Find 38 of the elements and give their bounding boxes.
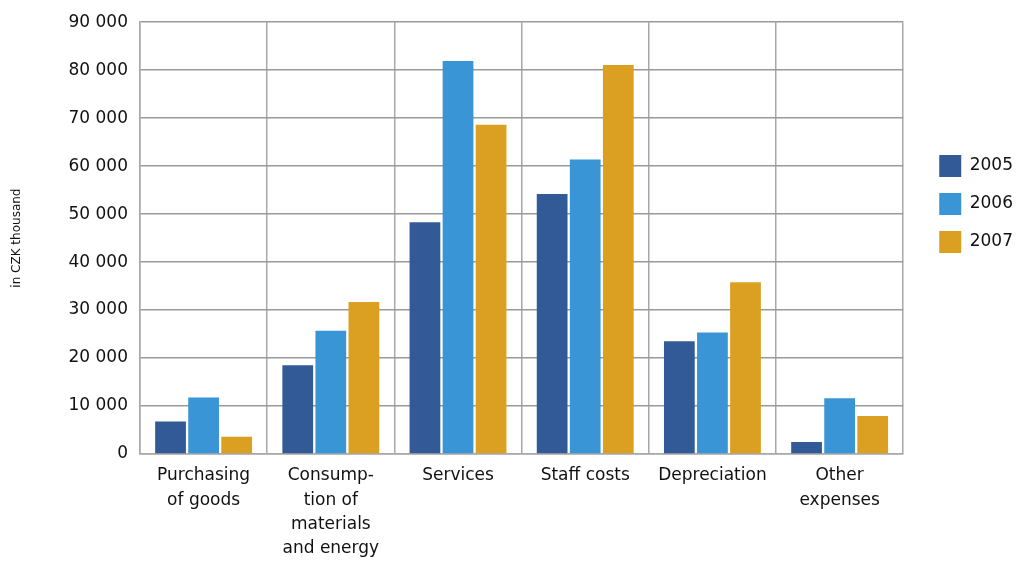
bar [730, 282, 761, 454]
x-tick-label: Depreciation [658, 464, 767, 485]
y-tick-label: 30 000 [68, 298, 128, 319]
y-tick-label: 40 000 [68, 250, 128, 271]
bar [791, 442, 822, 454]
legend-label: 2006 [969, 192, 1013, 213]
bar [824, 398, 856, 454]
bar [282, 365, 314, 454]
bar [697, 332, 728, 454]
bar [221, 436, 253, 454]
x-tick-label: Other expenses [799, 464, 880, 509]
bar [663, 341, 695, 454]
x-tick-label: Purchasing of goods [157, 464, 251, 509]
bar [188, 397, 219, 454]
legend-label: 2005 [969, 154, 1013, 175]
x-tick-label: Services [422, 464, 494, 485]
y-tick-label: 50 000 [68, 202, 128, 223]
bar [409, 222, 441, 454]
y-tick-label: 10 000 [68, 394, 128, 415]
x-tick-label: Staff costs [540, 464, 630, 485]
x-tick-label: Consump- tion of materials and energy [282, 464, 380, 557]
bar [348, 301, 380, 454]
bar [475, 124, 507, 454]
bar [602, 64, 634, 454]
y-tick-label: 20 000 [68, 346, 128, 367]
bar [569, 159, 601, 454]
y-tick-label: 90 000 [68, 10, 128, 31]
y-tick-label: 70 000 [68, 106, 128, 127]
bar [442, 61, 474, 454]
y-tick-label: 80 000 [68, 58, 128, 79]
y-axis-title: in CZK thousand [9, 188, 24, 288]
bar [315, 330, 347, 454]
y-tick-label: 0 [117, 442, 128, 463]
bar [536, 193, 568, 454]
bar [857, 416, 889, 454]
bar [155, 421, 186, 454]
legend-label: 2007 [969, 230, 1013, 251]
y-tick-label: 60 000 [68, 154, 128, 175]
